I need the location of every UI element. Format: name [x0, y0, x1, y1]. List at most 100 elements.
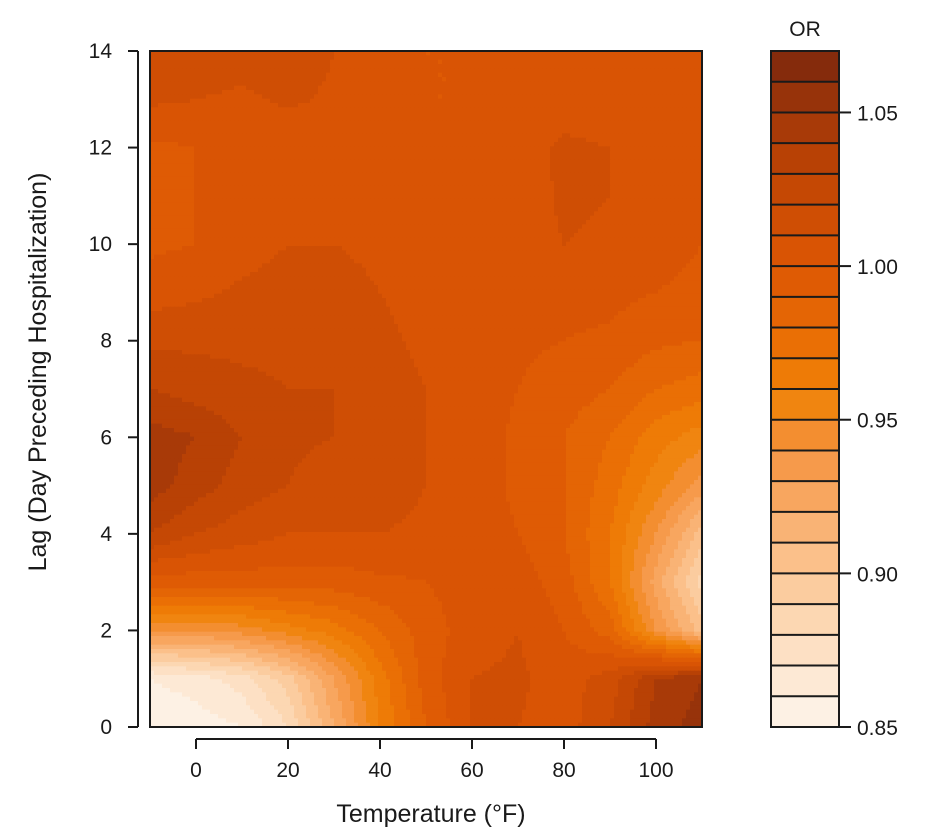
- contour-cell: [366, 142, 371, 147]
- contour-cell: [670, 159, 675, 165]
- contour-cell: [438, 146, 443, 152]
- contour-cell: [378, 168, 383, 173]
- contour-cell: [278, 181, 283, 186]
- contour-cell: [458, 103, 463, 108]
- contour-cell: [518, 120, 523, 126]
- contour-cell: [678, 142, 683, 147]
- contour-cell: [210, 142, 215, 147]
- contour-cell: [530, 150, 535, 156]
- contour-cell: [642, 85, 647, 91]
- contour-cell: [634, 146, 639, 152]
- contour-cell: [262, 159, 267, 165]
- contour-cell: [214, 116, 219, 121]
- contour-cell: [494, 90, 499, 95]
- contour-cell: [698, 77, 702, 82]
- contour-cell: [602, 94, 607, 100]
- contour-cell: [234, 168, 239, 173]
- contour-cell: [486, 194, 491, 199]
- contour-cell: [618, 120, 623, 126]
- contour-cell: [282, 198, 287, 204]
- contour-cell: [222, 77, 227, 82]
- contour-cell: [158, 51, 163, 56]
- contour-cell: [270, 90, 275, 95]
- contour-cell: [454, 142, 459, 147]
- contour-cell: [330, 94, 335, 100]
- contour-cell: [298, 146, 303, 152]
- contour-cell: [302, 98, 307, 104]
- contour-cell: [330, 133, 335, 139]
- contour-cell: [250, 163, 255, 169]
- contour-cell: [314, 107, 319, 113]
- contour-cell: [314, 98, 319, 104]
- contour-cell: [610, 81, 615, 87]
- contour-cell: [450, 98, 455, 104]
- contour-cell: [494, 116, 499, 121]
- contour-cell: [558, 116, 563, 121]
- contour-cell: [578, 124, 583, 130]
- contour-cell: [574, 68, 579, 74]
- contour-cell: [366, 172, 371, 178]
- contour-cell: [566, 133, 571, 139]
- contour-cell: [326, 64, 331, 69]
- contour-cell: [682, 85, 687, 91]
- contour-cell: [586, 85, 591, 91]
- contour-cell: [242, 129, 247, 134]
- contour-cell: [366, 202, 371, 208]
- contour-cell: [226, 124, 231, 130]
- contour-cell: [258, 168, 263, 173]
- contour-cell: [626, 176, 631, 182]
- contour-cell: [482, 98, 487, 104]
- contour-cell: [446, 51, 451, 56]
- contour-cell: [590, 133, 595, 139]
- contour-cell: [482, 159, 487, 165]
- contour-cell: [354, 189, 359, 195]
- contour-cell: [654, 137, 659, 143]
- contour-cell: [230, 155, 235, 160]
- contour-cell: [250, 168, 255, 173]
- contour-cell: [502, 159, 507, 165]
- contour-cell: [326, 150, 331, 156]
- contour-cell: [474, 51, 479, 56]
- contour-cell: [266, 150, 271, 156]
- contour-cell: [654, 155, 659, 160]
- contour-cell: [394, 133, 399, 139]
- contour-cell: [534, 120, 539, 126]
- contour-cell: [650, 150, 655, 156]
- contour-cell: [242, 111, 247, 117]
- contour-cell: [522, 163, 527, 169]
- contour-cell: [286, 129, 291, 134]
- contour-cell: [258, 142, 263, 147]
- contour-cell: [418, 155, 423, 160]
- contour-cell: [474, 168, 479, 173]
- contour-cell: [302, 189, 307, 195]
- contour-cell: [686, 116, 691, 121]
- contour-cell: [486, 72, 491, 78]
- contour-cell: [538, 68, 543, 74]
- contour-cell: [238, 120, 243, 126]
- contour-cell: [194, 98, 199, 104]
- contour-cell: [542, 185, 547, 191]
- contour-cell: [674, 133, 679, 139]
- contour-cell: [170, 168, 175, 173]
- contour-cell: [650, 129, 655, 134]
- contour-cell: [262, 198, 267, 204]
- contour-cell: [250, 51, 255, 56]
- contour-cell: [590, 120, 595, 126]
- contour-cell: [622, 159, 627, 165]
- contour-cell: [270, 72, 275, 78]
- contour-cell: [542, 150, 547, 156]
- contour-cell: [662, 64, 667, 69]
- contour-cell: [434, 163, 439, 169]
- contour-cell: [406, 181, 411, 186]
- contour-cell: [310, 198, 315, 204]
- contour-cell: [450, 94, 455, 100]
- contour-cell: [530, 81, 535, 87]
- contour-cell: [174, 163, 179, 169]
- contour-cell: [450, 133, 455, 139]
- contour-cell: [550, 103, 555, 108]
- contour-cell: [322, 129, 327, 134]
- contour-cell: [514, 202, 519, 208]
- contour-cell: [278, 124, 283, 130]
- contour-cell: [486, 116, 491, 121]
- contour-cell: [614, 163, 619, 169]
